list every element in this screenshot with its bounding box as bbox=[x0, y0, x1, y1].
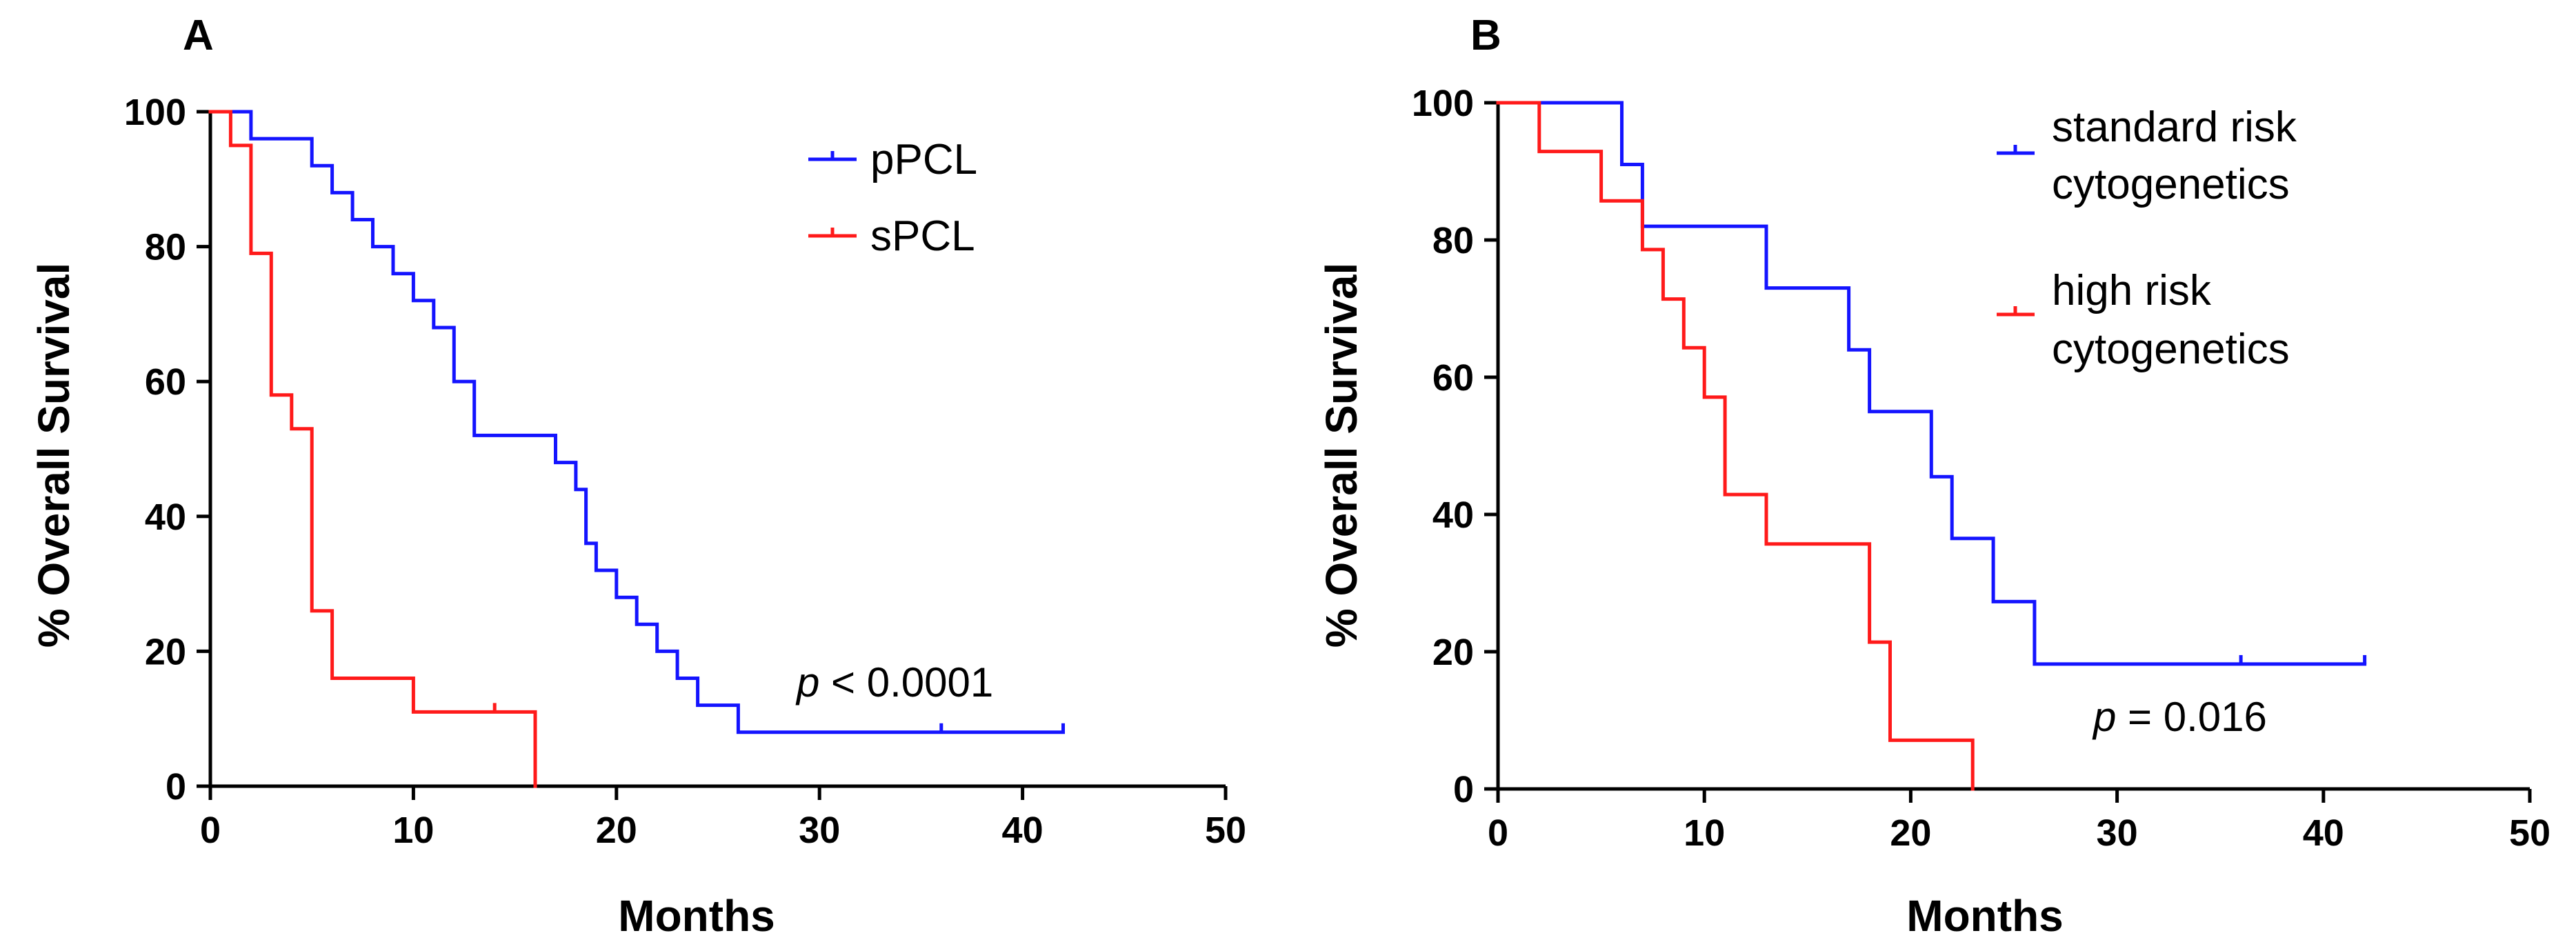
panel-b-curve-standard-risk-cytogenetics bbox=[1496, 101, 2367, 666]
panel-b-series bbox=[1496, 101, 2367, 791]
panel-a-series bbox=[208, 110, 1065, 788]
panel-a-x-tick-label: 0 bbox=[200, 810, 221, 851]
panel-a-x-ticks: 0 10 20 30 40 50 bbox=[200, 786, 1246, 851]
panel-a-y-tick-label: 100 bbox=[124, 92, 186, 133]
panel-a-legend-label-ppcl: pPCL bbox=[870, 136, 977, 183]
panel-b-x-axis-title: Months bbox=[1906, 891, 2064, 941]
panel-b: B % Overall Survival Months 0 20 40 60 8… bbox=[1317, 12, 2550, 941]
panel-b-y-ticks: 0 20 40 60 80 100 bbox=[1412, 83, 1498, 810]
panel-b-legend-label-high-risk-line2: cytogenetics bbox=[2052, 326, 2290, 373]
panel-b-y-tick-label: 100 bbox=[1412, 83, 1474, 124]
panel-a-legend-item-ppcl: pPCL bbox=[808, 136, 977, 183]
panel-b-legend-label-high-risk-line1: high risk bbox=[2052, 267, 2212, 314]
panel-b-x-tick-label: 50 bbox=[2509, 812, 2550, 854]
panel-a-y-tick-label: 80 bbox=[145, 227, 186, 268]
panel-b-x-ticks: 0 10 20 30 40 50 bbox=[1488, 789, 2550, 854]
panel-a-y-axis-title: % Overall Survival bbox=[29, 263, 79, 648]
panel-a-legend: pPCL sPCL bbox=[808, 136, 977, 260]
panel-a-y-tick-label: 40 bbox=[145, 497, 186, 538]
panel-a-x-tick-label: 50 bbox=[1205, 810, 1246, 851]
panel-a-p-value: p < 0.0001 bbox=[795, 659, 993, 705]
panel-b-p-value-text: = 0.016 bbox=[2116, 694, 2267, 740]
panel-b-legend-item-high-risk: high risk cytogenetics bbox=[1997, 267, 2290, 373]
panel-a-label: A bbox=[183, 12, 214, 59]
panel-a-y-tick-label: 0 bbox=[166, 766, 186, 808]
panel-a-axes bbox=[208, 112, 1226, 788]
panel-b-x-tick-label: 30 bbox=[2097, 812, 2138, 854]
panel-b-legend: standard risk cytogenetics high risk cyt… bbox=[1997, 103, 2297, 373]
panel-b-legend-label-standard-risk-line1: standard risk bbox=[2052, 103, 2297, 151]
panel-b-curve-high-risk-cytogenetics bbox=[1496, 101, 1975, 791]
panel-b-label: B bbox=[1470, 12, 1501, 59]
panel-a-y-tick-label: 20 bbox=[145, 631, 186, 672]
panel-b-y-tick-label: 0 bbox=[1453, 769, 1474, 810]
panel-a: A % Overall Survival Months 0 20 40 60 8… bbox=[29, 12, 1246, 941]
panel-b-p-symbol: p bbox=[2092, 694, 2116, 740]
panel-a-y-ticks: 0 20 40 60 80 100 bbox=[124, 92, 210, 808]
panel-b-p-value: p = 0.016 bbox=[2092, 694, 2267, 740]
panel-b-x-tick-label: 0 bbox=[1488, 812, 1508, 854]
panel-b-legend-item-standard-risk: standard risk cytogenetics bbox=[1997, 103, 2297, 208]
panel-a-x-tick-label: 40 bbox=[1002, 810, 1044, 851]
panel-a-legend-label-spcl: sPCL bbox=[870, 212, 975, 260]
panel-b-y-tick-label: 40 bbox=[1432, 494, 1474, 536]
panel-b-y-axis-title: % Overall Survival bbox=[1317, 263, 1366, 648]
panel-a-x-tick-label: 30 bbox=[799, 810, 840, 851]
panel-a-curve-ppcl bbox=[208, 110, 1065, 734]
panel-a-x-axis-title: Months bbox=[618, 891, 775, 941]
panel-b-legend-label-standard-risk-line2: cytogenetics bbox=[2052, 161, 2290, 208]
panel-b-axes bbox=[1496, 103, 2530, 791]
panel-a-p-symbol: p bbox=[795, 659, 819, 705]
panel-b-x-tick-label: 10 bbox=[1684, 812, 1725, 854]
panel-b-y-tick-label: 20 bbox=[1432, 632, 1474, 673]
panel-b-y-tick-label: 60 bbox=[1432, 357, 1474, 399]
panel-b-x-tick-label: 20 bbox=[1890, 812, 1931, 854]
panel-a-y-tick-label: 60 bbox=[145, 361, 186, 403]
panel-b-x-tick-label: 40 bbox=[2303, 812, 2344, 854]
panel-b-y-tick-label: 80 bbox=[1432, 220, 1474, 261]
panel-a-p-value-text: < 0.0001 bbox=[819, 659, 993, 705]
panel-a-x-tick-label: 20 bbox=[596, 810, 637, 851]
panel-a-legend-item-spcl: sPCL bbox=[808, 212, 975, 260]
panel-a-curve-spcl bbox=[208, 110, 537, 788]
panel-a-x-tick-label: 10 bbox=[392, 810, 434, 851]
